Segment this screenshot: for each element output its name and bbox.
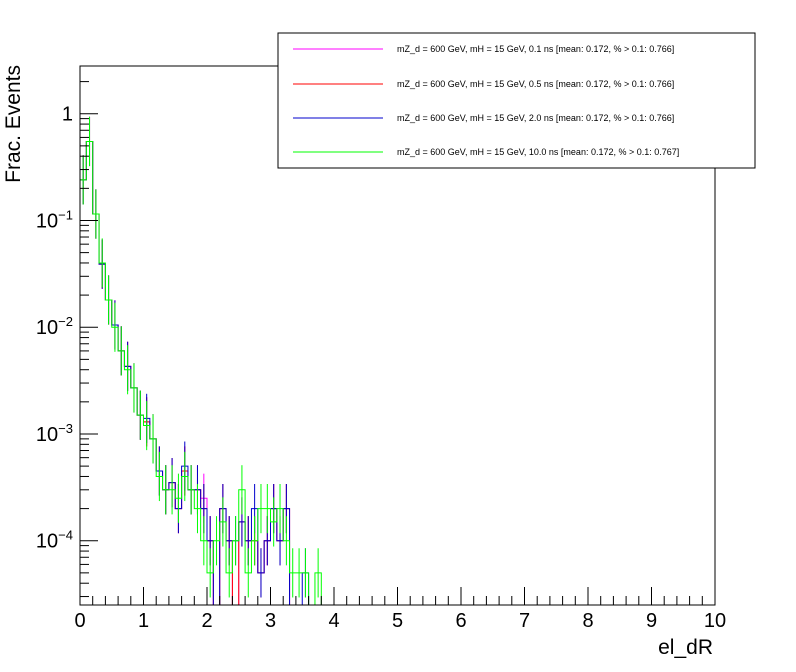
x-axis-ticks: 0 1 2 3 4 5 6 7 8 9 10 [74, 587, 726, 632]
legend-box [277, 32, 756, 169]
series-layer [79, 116, 715, 606]
y-tick-label: 10−2 [36, 314, 73, 339]
x-axis-title: el_dR [658, 636, 713, 659]
x-tick-label: 1 [138, 610, 149, 632]
x-tick-label: 6 [455, 610, 466, 632]
legend-label-1: mZ_d = 600 GeV, mH = 15 GeV, 0.1 ns [mea… [397, 44, 674, 54]
legend: mZ_d = 600 GeV, mH = 15 GeV, 0.1 ns [mea… [277, 32, 756, 169]
y-tick-label: 1 [62, 104, 73, 126]
y-axis-title: Frac. Events [2, 65, 25, 183]
x-tick-label: 0 [74, 610, 85, 632]
legend-label-4: mZ_d = 600 GeV, mH = 15 GeV, 10.0 ns [me… [397, 147, 679, 157]
x-tick-label: 7 [519, 610, 530, 632]
legend-label-2: mZ_d = 600 GeV, mH = 15 GeV, 0.5 ns [mea… [397, 79, 674, 89]
legend-label-3: mZ_d = 600 GeV, mH = 15 GeV, 2.0 ns [mea… [397, 113, 674, 123]
x-tick-label: 9 [646, 610, 657, 632]
y-tick-label: 10−1 [36, 207, 73, 232]
y-axis-ticks: 10−4 10−3 10−2 10−1 1 [36, 81, 98, 598]
x-tick-label: 5 [392, 610, 403, 632]
y-tick-label: 10−4 [36, 528, 73, 553]
y-tick-label: 10−3 [36, 421, 73, 446]
x-tick-label: 10 [704, 610, 726, 632]
x-tick-label: 4 [328, 610, 339, 632]
series-line-4 [79, 140, 715, 606]
x-tick-label: 3 [265, 610, 276, 632]
x-tick-label: 2 [201, 610, 212, 632]
x-tick-label: 8 [582, 610, 593, 632]
